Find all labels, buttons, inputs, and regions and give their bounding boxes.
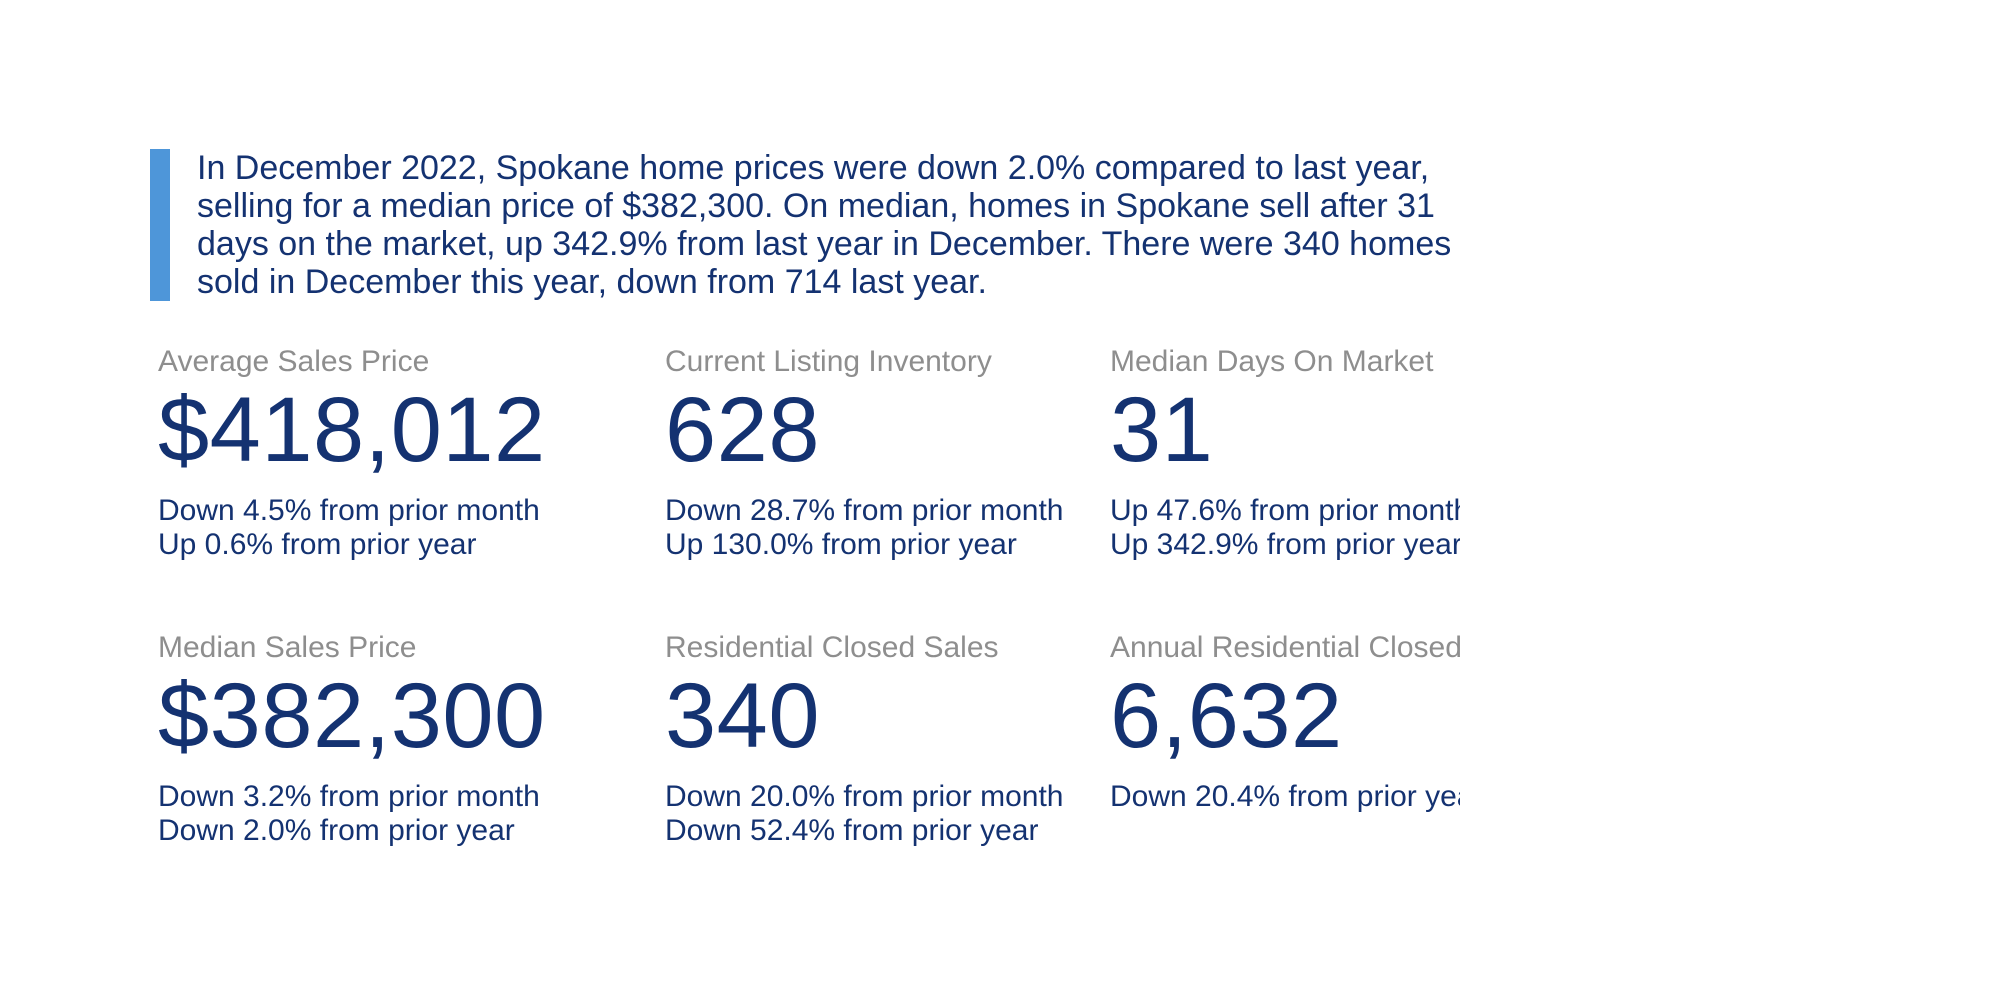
- stat-change-year: Down 20.4% from prior year: [1110, 780, 1460, 813]
- market-summary-text: In December 2022, Spokane home prices we…: [197, 149, 1452, 301]
- stat-changes: Down 20.0% from prior month Down 52.4% f…: [665, 780, 1064, 848]
- quote-accent-bar: [150, 149, 170, 301]
- stat-changes: Down 20.4% from prior year: [1110, 780, 1460, 814]
- stat-annual-residential-closed: Annual Residential Closed 6,632 Down 20.…: [1110, 630, 1460, 814]
- stat-label: Current Listing Inventory: [665, 345, 992, 378]
- stat-median-sales-price: Median Sales Price $382,300 Down 3.2% fr…: [158, 630, 546, 848]
- stat-value: $418,012: [158, 379, 546, 481]
- stat-label: Median Days On Market: [1110, 345, 1434, 378]
- stat-value: $382,300: [158, 665, 546, 767]
- stat-residential-closed-sales: Residential Closed Sales 340 Down 20.0% …: [665, 630, 1064, 848]
- stat-change-year: Down 52.4% from prior year: [665, 814, 1039, 847]
- stat-changes: Down 3.2% from prior month Down 2.0% fro…: [158, 780, 546, 848]
- stat-value: 340: [665, 665, 820, 767]
- stat-change-month: Up 47.6% from prior month: [1110, 494, 1460, 527]
- stat-label: Median Sales Price: [158, 631, 417, 664]
- stat-change-month: Down 4.5% from prior month: [158, 494, 540, 527]
- content-region: In December 2022, Spokane home prices we…: [150, 149, 1460, 848]
- stat-change-month: Down 3.2% from prior month: [158, 780, 540, 813]
- stat-change-year: Up 342.9% from prior year: [1110, 528, 1460, 561]
- stat-value: 6,632: [1110, 665, 1343, 767]
- stat-value: 628: [665, 379, 820, 481]
- stat-changes: Down 28.7% from prior month Up 130.0% fr…: [665, 494, 1064, 562]
- stat-label: Average Sales Price: [158, 345, 430, 378]
- market-summary: In December 2022, Spokane home prices we…: [150, 149, 1459, 301]
- stat-average-sales-price: Average Sales Price $418,012 Down 4.5% f…: [158, 344, 546, 562]
- stat-change-year: Down 2.0% from prior year: [158, 814, 515, 847]
- stat-changes: Down 4.5% from prior month Up 0.6% from …: [158, 494, 546, 562]
- stat-change-year: Up 0.6% from prior year: [158, 528, 477, 561]
- stat-current-listing-inventory: Current Listing Inventory 628 Down 28.7%…: [665, 344, 1064, 562]
- stat-label: Annual Residential Closed: [1110, 631, 1460, 664]
- stat-value: 31: [1110, 379, 1214, 481]
- stat-change-year: Up 130.0% from prior year: [665, 528, 1017, 561]
- stat-change-month: Down 28.7% from prior month: [665, 494, 1064, 527]
- stat-median-days-on-market: Median Days On Market 31 Up 47.6% from p…: [1110, 344, 1460, 562]
- stat-change-month: Down 20.0% from prior month: [665, 780, 1064, 813]
- stat-label: Residential Closed Sales: [665, 631, 999, 664]
- stat-changes: Up 47.6% from prior month Up 342.9% from…: [1110, 494, 1460, 562]
